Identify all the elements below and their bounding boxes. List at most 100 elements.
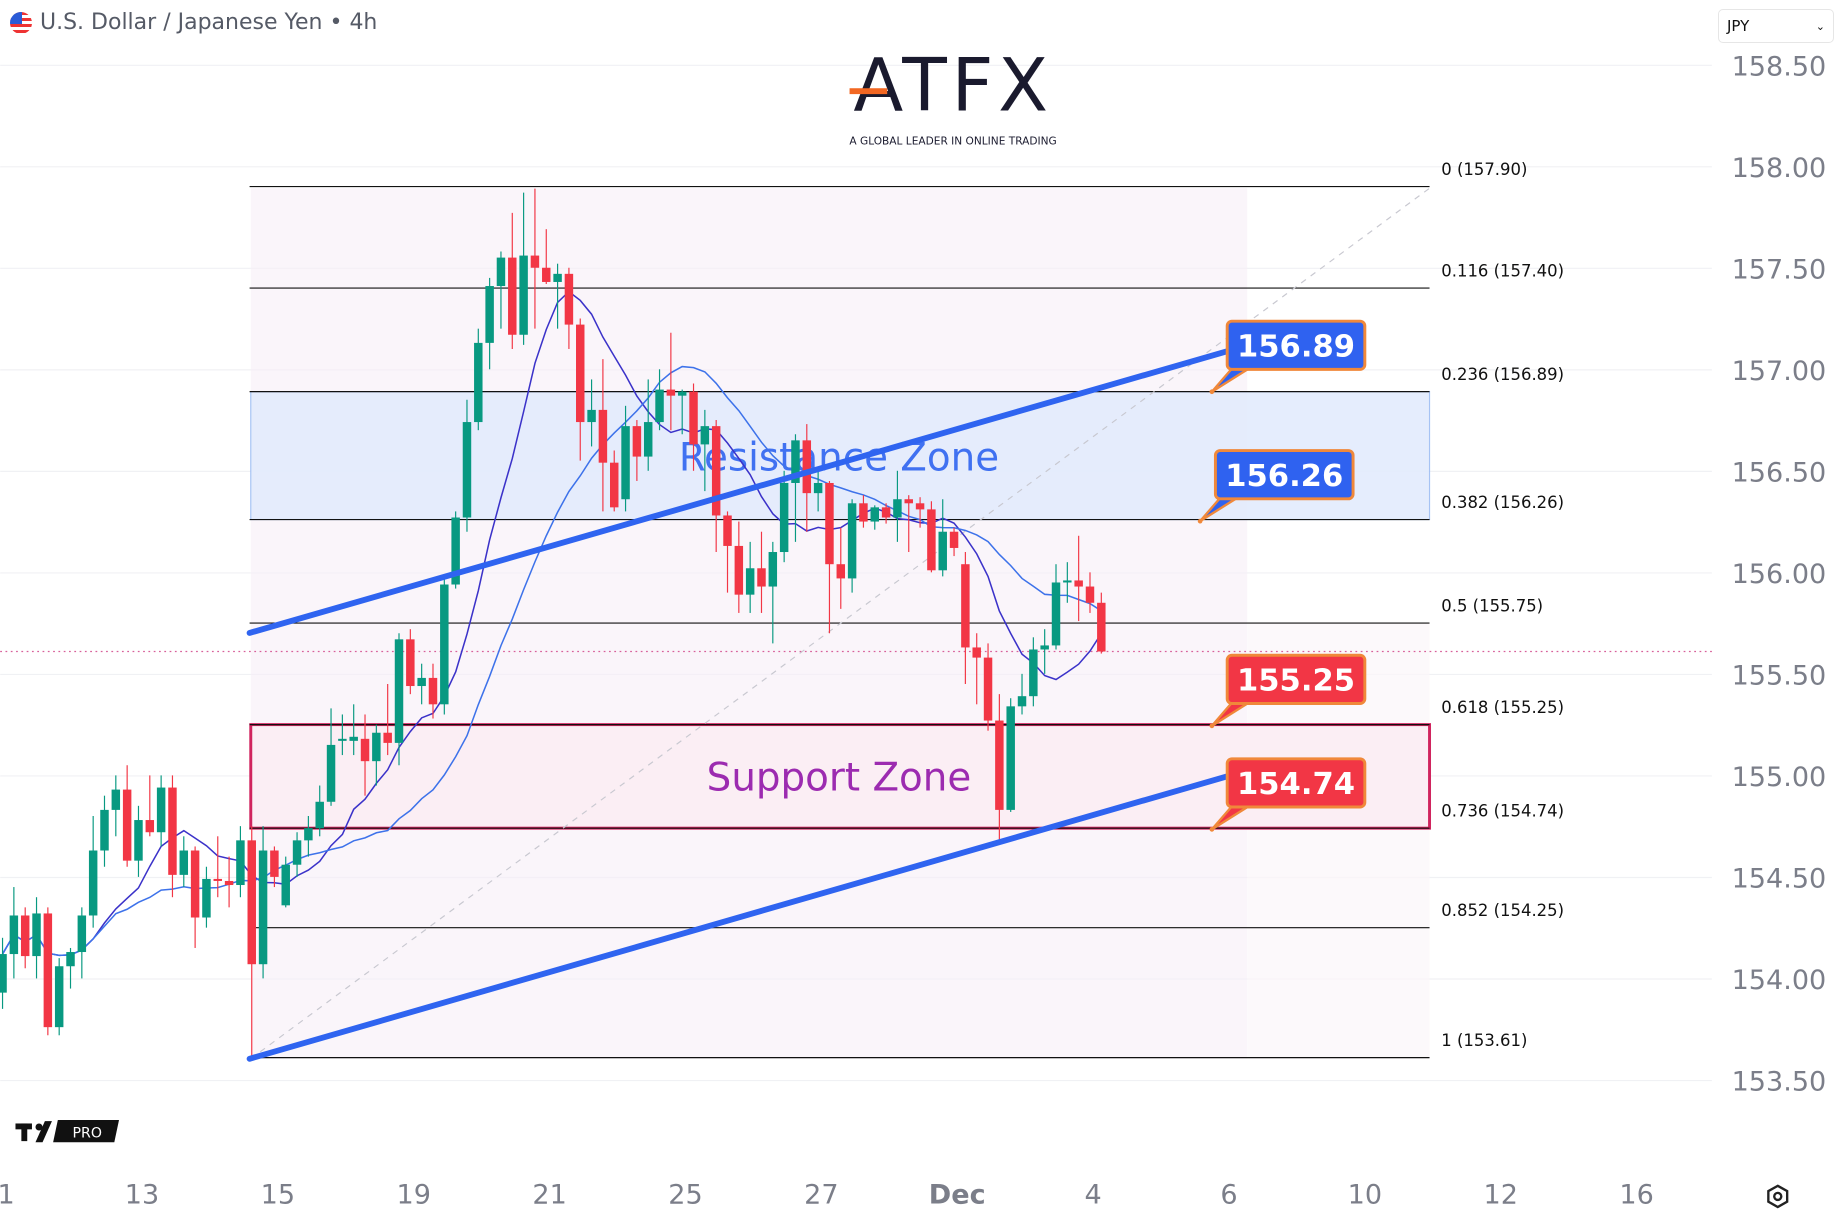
candle-body bbox=[1063, 580, 1072, 583]
price-tick-label: 156.00 bbox=[1732, 559, 1827, 590]
bearish-candle bbox=[247, 826, 256, 1058]
time-axis[interactable]: 1 13 15 19 21 25 27 Dec 4 6 10 12 16 bbox=[0, 1179, 1654, 1210]
price-callouts[interactable]: 156.89 156.26 155.25 154.74 bbox=[1197, 319, 1367, 832]
bullish-candle bbox=[9, 887, 19, 979]
candle-body bbox=[677, 391, 687, 396]
fib-level-label: 1 (153.61) bbox=[1441, 1031, 1527, 1050]
callout-box bbox=[1225, 653, 1367, 705]
tradingview-logo: PRO bbox=[15, 1119, 120, 1143]
candle-body bbox=[417, 677, 426, 687]
bullish-candle bbox=[338, 714, 347, 756]
candle-body bbox=[326, 744, 336, 802]
bullish-candle bbox=[292, 832, 302, 877]
candle-body bbox=[462, 422, 472, 518]
candle-body bbox=[1097, 602, 1106, 652]
candle-body bbox=[270, 850, 279, 877]
pro-badge: PRO bbox=[73, 1126, 102, 1142]
bearish-candle bbox=[1085, 572, 1095, 613]
candle-body bbox=[485, 286, 494, 343]
bullish-candle bbox=[281, 856, 290, 908]
bearish-candle bbox=[168, 775, 177, 898]
bullish-candle bbox=[88, 815, 98, 928]
bullish-candle bbox=[768, 541, 778, 644]
candle-body bbox=[564, 273, 574, 325]
bearish-candle bbox=[530, 188, 540, 329]
bearish-candle bbox=[1097, 592, 1106, 654]
candle-body bbox=[927, 509, 936, 571]
bearish-candle bbox=[983, 643, 993, 731]
bullish-candle bbox=[315, 785, 324, 837]
candle-body bbox=[145, 820, 155, 833]
candle-body bbox=[383, 732, 392, 743]
candle-body bbox=[1029, 649, 1038, 697]
bullish-candle bbox=[304, 815, 313, 857]
bearish-candle bbox=[213, 836, 223, 898]
callout-text: 156.89 bbox=[1237, 329, 1355, 364]
candle-body bbox=[111, 789, 121, 810]
time-tick-label: 15 bbox=[261, 1179, 295, 1210]
bearish-candle bbox=[576, 318, 585, 461]
candle-body bbox=[360, 738, 370, 762]
time-tick-label: 25 bbox=[668, 1179, 702, 1210]
candle-body bbox=[632, 426, 642, 457]
bullish-candle bbox=[621, 405, 630, 512]
atfx-logo: ATFX A GLOBAL LEADER IN ONLINE TRADING bbox=[849, 44, 1056, 148]
callout-text: 155.25 bbox=[1237, 664, 1355, 699]
candle-body bbox=[20, 915, 30, 957]
candle-body bbox=[100, 809, 109, 851]
bullish-candle bbox=[349, 704, 358, 756]
bearish-candle bbox=[406, 629, 415, 695]
candle-body bbox=[995, 720, 1004, 810]
settings-icon[interactable] bbox=[1767, 1184, 1789, 1209]
fib-level-label: 0.736 (154.74) bbox=[1441, 801, 1564, 820]
bullish-candle bbox=[745, 541, 755, 613]
fibonacci-retracement[interactable]: 0 (157.90) 0.116 (157.40) 0.236 (156.89) 0.… bbox=[249, 160, 1564, 1059]
candle-body bbox=[643, 422, 653, 457]
bearish-candle bbox=[632, 420, 642, 481]
sma-9-line bbox=[1, 290, 1102, 957]
candle-body bbox=[247, 840, 256, 965]
candle-body bbox=[791, 440, 800, 483]
bullish-candle bbox=[462, 399, 472, 532]
bearish-candle bbox=[609, 450, 619, 512]
bullish-candle bbox=[519, 192, 528, 345]
bullish-candle bbox=[394, 633, 404, 766]
bullish-candle bbox=[134, 805, 143, 877]
candle-body bbox=[281, 864, 290, 906]
price-axis[interactable]: 158.50 158.00 157.50 157.00 156.50 156.00 155.… bbox=[1732, 51, 1827, 1097]
price-tick-label: 153.50 bbox=[1732, 1067, 1827, 1098]
candle-body bbox=[961, 564, 970, 648]
bullish-candle bbox=[100, 795, 109, 867]
bullish-candle bbox=[372, 724, 381, 786]
currency-select[interactable]: JPY ⌄ bbox=[1718, 9, 1834, 43]
candle-body bbox=[315, 801, 324, 829]
time-tick-label: 6 bbox=[1220, 1179, 1237, 1210]
candle-body bbox=[949, 531, 959, 548]
bullish-candle bbox=[496, 251, 506, 329]
bearish-candle bbox=[666, 332, 676, 431]
time-tick-label: 13 bbox=[125, 1179, 159, 1210]
candle-body bbox=[700, 426, 710, 445]
price-tick-label: 158.00 bbox=[1732, 153, 1827, 184]
time-tick-label: 10 bbox=[1348, 1179, 1382, 1210]
candle-body bbox=[1006, 706, 1015, 810]
fib-level-label: 0.236 (156.89) bbox=[1441, 365, 1564, 384]
price-tick-label: 154.00 bbox=[1732, 965, 1827, 996]
bullish-candle bbox=[32, 897, 41, 979]
bullish-candle bbox=[700, 409, 710, 492]
candle-body bbox=[745, 568, 755, 595]
bearish-candle bbox=[734, 521, 744, 613]
candle-body bbox=[768, 552, 778, 587]
candle-body bbox=[723, 515, 732, 546]
fib-level-label: 0.382 (156.26) bbox=[1441, 493, 1564, 512]
lower-trendline[interactable] bbox=[246, 767, 1251, 1062]
bullish-candle bbox=[1040, 629, 1049, 674]
candle-body bbox=[451, 517, 460, 585]
candle-body bbox=[179, 850, 189, 875]
bearish-candle bbox=[757, 531, 766, 613]
bearish-candle bbox=[995, 694, 1004, 845]
bullish-candle bbox=[779, 470, 789, 563]
upper-trendline[interactable] bbox=[246, 347, 1233, 636]
candle-body bbox=[813, 482, 823, 494]
